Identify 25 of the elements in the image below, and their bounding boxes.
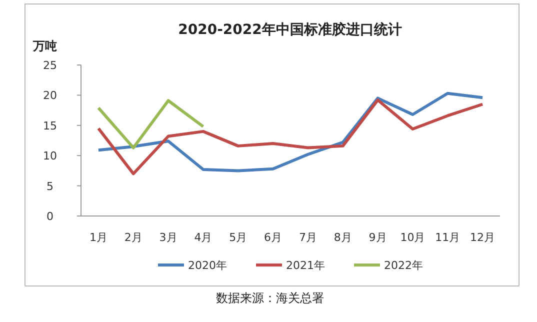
legend-label: 2021年 (286, 259, 325, 272)
line-series (96, 99, 205, 150)
x-tick-label: 1月 (89, 231, 108, 244)
y-tick-label: 0 (46, 210, 54, 223)
legend-label: 2020年 (188, 259, 227, 272)
x-tick-label: 6月 (264, 231, 282, 244)
x-tick-label: 5月 (229, 231, 248, 244)
x-tick-label: 11月 (435, 231, 460, 244)
x-tick-label: 4月 (194, 231, 212, 244)
y-tick-label: 20 (43, 89, 57, 102)
legend-label: 2022年 (384, 259, 423, 272)
y-tick-label: 10 (43, 150, 57, 163)
x-tick-label: 8月 (334, 231, 352, 244)
x-tick-label: 7月 (298, 231, 317, 244)
x-tick-label: 12月 (470, 231, 496, 244)
y-axis-title: 万吨 (32, 39, 57, 53)
source-note: 数据来源：海关总署 (216, 291, 324, 305)
x-tick-label: 3月 (159, 231, 178, 244)
x-tick-label: 9月 (368, 231, 387, 244)
y-tick-label: 15 (43, 119, 57, 132)
y-tick-label: 5 (46, 180, 54, 193)
x-tick-label: 2月 (124, 231, 142, 244)
y-tick-label: 25 (43, 59, 57, 72)
x-tick-label: 10月 (400, 231, 426, 244)
chart-title: 2020-2022年中国标准胶进口统计 (178, 21, 402, 38)
